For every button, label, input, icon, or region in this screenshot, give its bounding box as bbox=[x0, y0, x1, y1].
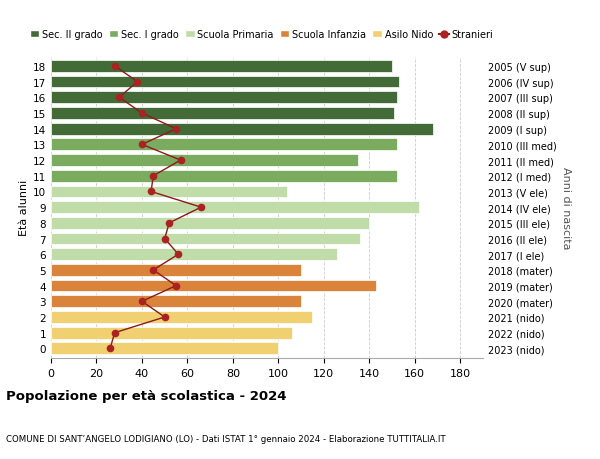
Bar bbox=[51, 77, 399, 88]
Text: Popolazione per età scolastica - 2024: Popolazione per età scolastica - 2024 bbox=[6, 389, 287, 403]
Bar bbox=[51, 170, 397, 182]
Text: COMUNE DI SANT’ANGELO LODIGIANO (LO) - Dati ISTAT 1° gennaio 2024 - Elaborazione: COMUNE DI SANT’ANGELO LODIGIANO (LO) - D… bbox=[6, 434, 446, 442]
Bar bbox=[51, 280, 376, 292]
Bar bbox=[51, 343, 278, 354]
Bar bbox=[51, 155, 358, 167]
Bar bbox=[51, 264, 301, 276]
Bar bbox=[51, 123, 433, 135]
Bar bbox=[51, 61, 392, 73]
Legend: Sec. II grado, Sec. I grado, Scuola Primaria, Scuola Infanzia, Asilo Nido, Stran: Sec. II grado, Sec. I grado, Scuola Prim… bbox=[26, 26, 497, 44]
Bar bbox=[51, 233, 360, 245]
Bar bbox=[51, 312, 313, 323]
Y-axis label: Età alunni: Età alunni bbox=[19, 179, 29, 236]
Bar bbox=[51, 139, 397, 151]
Bar bbox=[51, 327, 292, 339]
Bar bbox=[51, 92, 397, 104]
Bar bbox=[51, 249, 337, 261]
Bar bbox=[51, 296, 301, 308]
Bar bbox=[51, 108, 394, 120]
Bar bbox=[51, 202, 419, 213]
Bar bbox=[51, 218, 370, 229]
Bar bbox=[51, 186, 287, 198]
Y-axis label: Anni di nascita: Anni di nascita bbox=[560, 167, 571, 249]
